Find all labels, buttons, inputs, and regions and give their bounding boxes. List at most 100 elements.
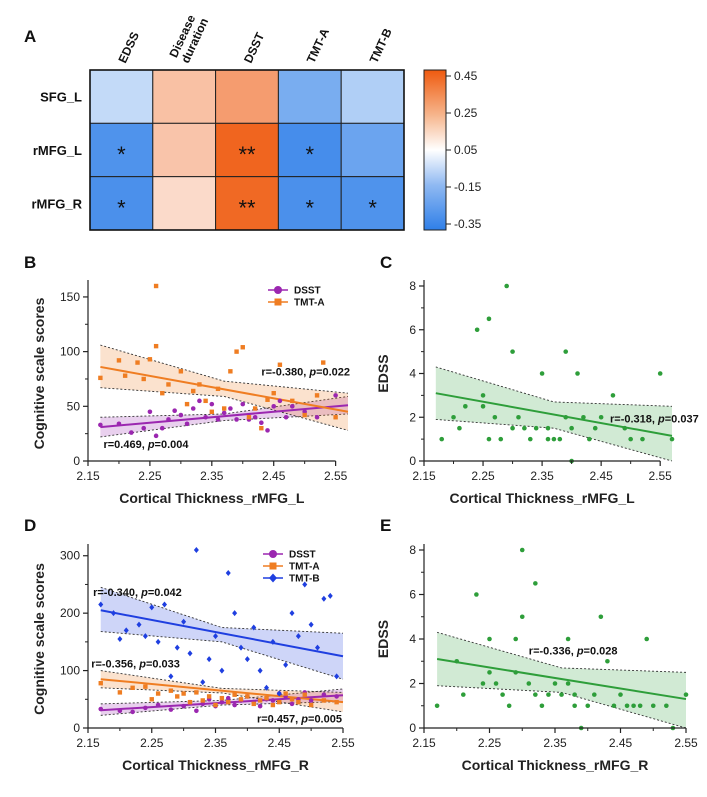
data-point bbox=[181, 703, 186, 709]
y-tick-label: 200 bbox=[60, 606, 80, 620]
data-point bbox=[259, 420, 264, 426]
data-point bbox=[451, 414, 456, 420]
data-point bbox=[116, 358, 122, 363]
data-point bbox=[219, 695, 225, 701]
data-point bbox=[153, 433, 159, 439]
column-label: TMT-B bbox=[367, 26, 395, 65]
data-point bbox=[664, 703, 669, 709]
data-point bbox=[194, 708, 199, 714]
data-point bbox=[178, 412, 184, 418]
significance-mark: * bbox=[117, 195, 126, 220]
data-point bbox=[135, 360, 140, 365]
data-point bbox=[474, 592, 479, 597]
band-upper-edge bbox=[100, 670, 344, 693]
heatmap-cell bbox=[152, 122, 217, 178]
regression-line bbox=[100, 678, 344, 704]
data-point bbox=[147, 409, 153, 415]
colorbar-tick-label: -0.35 bbox=[454, 217, 482, 231]
x-tick-label: 2.55 bbox=[324, 469, 348, 483]
confidence-band bbox=[437, 632, 686, 728]
band-lower-edge bbox=[100, 387, 349, 431]
data-point bbox=[296, 699, 301, 705]
data-point bbox=[143, 684, 148, 689]
x-tick-label: 2.45 bbox=[268, 736, 292, 750]
band-upper-edge bbox=[100, 344, 349, 394]
data-point bbox=[116, 421, 122, 427]
data-point bbox=[149, 697, 154, 702]
data-point bbox=[289, 701, 295, 707]
data-point bbox=[143, 705, 148, 711]
y-tick-label: 150 bbox=[60, 290, 80, 304]
y-tick-label: 8 bbox=[409, 279, 416, 293]
data-point bbox=[191, 388, 196, 394]
annotation-p-value: =0.004 bbox=[155, 439, 190, 451]
data-point bbox=[228, 369, 233, 374]
data-point bbox=[184, 421, 190, 427]
data-point bbox=[572, 703, 577, 709]
data-point bbox=[315, 644, 320, 651]
data-point bbox=[160, 390, 165, 396]
data-point bbox=[333, 415, 338, 420]
x-tick-label: 2.15 bbox=[76, 469, 100, 483]
y-tick-label: 100 bbox=[60, 345, 80, 359]
data-point bbox=[277, 398, 283, 404]
data-point bbox=[270, 698, 276, 703]
data-point bbox=[461, 692, 466, 697]
data-point bbox=[295, 633, 301, 640]
data-point bbox=[203, 398, 208, 404]
heatmap-cell bbox=[340, 122, 405, 178]
data-point bbox=[527, 436, 533, 442]
data-point bbox=[187, 650, 193, 657]
data-point bbox=[480, 681, 486, 686]
data-point bbox=[650, 703, 656, 709]
x-tick-label: 2.45 bbox=[262, 469, 286, 483]
significance-mark: * bbox=[368, 195, 377, 220]
data-point bbox=[251, 624, 257, 631]
data-point bbox=[215, 417, 221, 422]
data-point bbox=[225, 569, 231, 576]
y-tick-label: 6 bbox=[409, 588, 416, 602]
data-point bbox=[200, 679, 206, 686]
data-point bbox=[270, 702, 276, 708]
data-point bbox=[234, 417, 239, 422]
y-tick-label: 100 bbox=[60, 664, 80, 678]
data-point bbox=[439, 436, 445, 442]
data-point bbox=[194, 690, 199, 695]
data-point bbox=[314, 414, 320, 420]
data-point bbox=[257, 667, 263, 674]
panel-letter-d: D bbox=[24, 516, 36, 535]
regression-line bbox=[100, 609, 344, 658]
data-point bbox=[271, 404, 277, 409]
data-point bbox=[492, 414, 498, 420]
data-point bbox=[264, 684, 269, 691]
column-label-text: TMT-A bbox=[304, 26, 332, 65]
data-point bbox=[277, 699, 282, 705]
data-point bbox=[327, 592, 333, 599]
data-point bbox=[213, 633, 218, 640]
data-point bbox=[122, 373, 128, 378]
y-axis-title: EDSS bbox=[375, 354, 391, 392]
y-tick-label: 4 bbox=[409, 632, 416, 646]
y-tick-label: 2 bbox=[409, 677, 416, 691]
data-point bbox=[98, 375, 103, 381]
data-point bbox=[232, 692, 237, 697]
x-axis-title: Cortical Thickness_rMFG_R bbox=[462, 757, 649, 773]
data-point bbox=[557, 436, 563, 442]
data-point bbox=[513, 636, 518, 642]
data-point bbox=[308, 702, 314, 708]
annotation-p-symbol: p bbox=[308, 367, 316, 379]
data-point bbox=[334, 699, 339, 705]
x-tick-label: 2.35 bbox=[530, 469, 554, 483]
regression-line bbox=[436, 658, 687, 701]
annotation-p-symbol: p bbox=[576, 646, 584, 658]
data-point bbox=[166, 417, 171, 422]
data-point bbox=[265, 397, 270, 402]
heatmap-cell bbox=[89, 69, 154, 124]
band-lower-edge bbox=[100, 413, 349, 438]
x-tick-label: 2.35 bbox=[200, 469, 224, 483]
data-point bbox=[598, 414, 604, 420]
data-point bbox=[209, 409, 215, 414]
data-point bbox=[290, 398, 295, 404]
data-point bbox=[552, 681, 558, 686]
data-point bbox=[487, 670, 492, 675]
